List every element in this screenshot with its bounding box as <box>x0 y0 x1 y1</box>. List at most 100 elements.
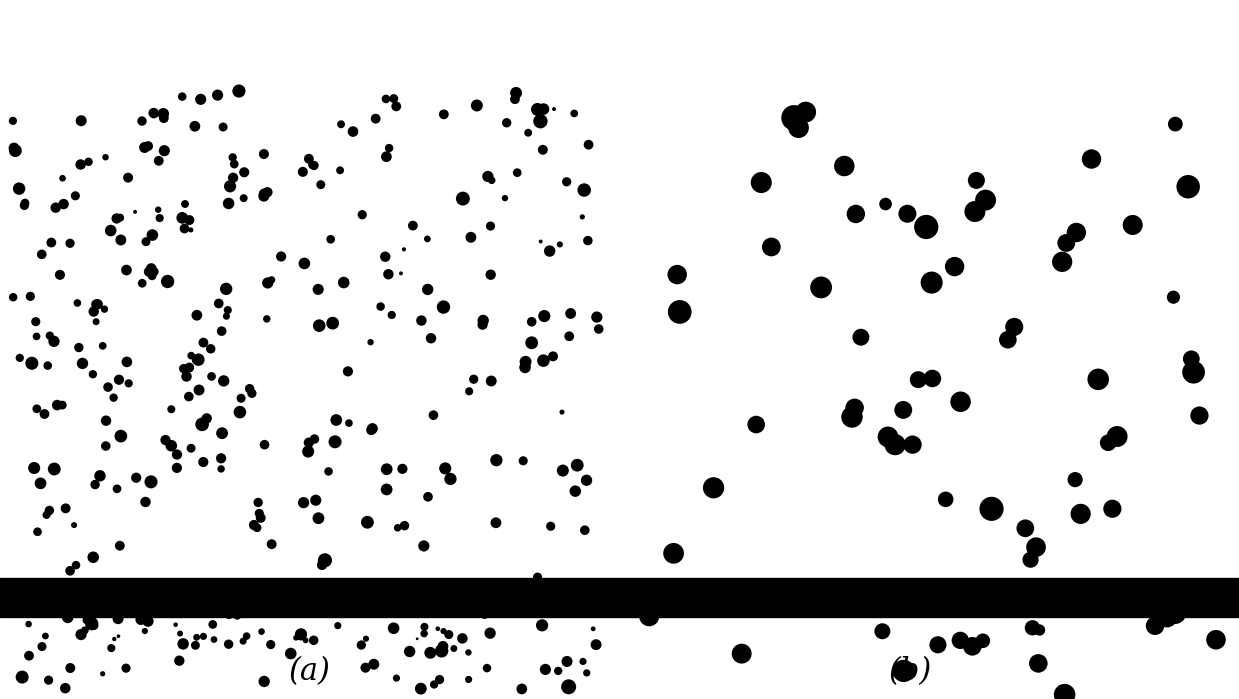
Point <box>548 665 567 677</box>
Point <box>553 407 572 418</box>
Point <box>170 655 190 666</box>
Point <box>154 108 173 120</box>
Point <box>361 337 380 348</box>
Point <box>249 507 269 519</box>
Point <box>1123 219 1142 231</box>
Point <box>1005 322 1025 333</box>
Point <box>1028 658 1048 669</box>
Point <box>384 623 404 634</box>
Point <box>193 337 213 348</box>
Point <box>107 213 126 224</box>
Point <box>512 684 532 695</box>
Point <box>1070 508 1090 519</box>
Point <box>310 320 330 331</box>
Point <box>203 619 223 630</box>
Point <box>431 645 451 656</box>
Point <box>25 463 45 474</box>
Point <box>187 632 207 643</box>
Point <box>299 153 318 164</box>
Point <box>166 619 186 630</box>
Point <box>418 491 437 503</box>
Point <box>37 510 57 521</box>
Point <box>255 439 275 450</box>
Point <box>579 139 598 150</box>
Point <box>460 386 479 397</box>
Point <box>534 355 554 366</box>
Point <box>664 548 684 559</box>
Point <box>32 249 52 260</box>
Point <box>424 410 444 421</box>
Point <box>157 276 177 287</box>
Point <box>364 658 384 670</box>
Point <box>639 611 659 622</box>
Point <box>261 539 281 550</box>
Point <box>58 585 78 596</box>
Point <box>95 152 115 163</box>
Point <box>338 366 358 377</box>
Point <box>12 672 32 683</box>
Point <box>141 263 161 274</box>
Point <box>1189 410 1209 421</box>
Point <box>352 640 372 651</box>
Point <box>434 641 453 652</box>
Point <box>903 439 923 450</box>
Point <box>950 635 970 646</box>
Point <box>247 522 266 533</box>
Point <box>587 312 607 323</box>
Point <box>261 639 281 650</box>
Point <box>377 484 396 495</box>
Point <box>668 269 688 280</box>
Point <box>78 157 98 168</box>
Point <box>328 620 348 631</box>
Point <box>118 172 138 183</box>
Point <box>254 148 274 159</box>
Point <box>1165 607 1184 619</box>
Point <box>358 517 378 528</box>
Point <box>211 453 230 464</box>
Point <box>513 455 533 466</box>
Point <box>22 358 42 369</box>
Point <box>414 628 434 639</box>
Point <box>213 122 233 133</box>
Point <box>133 115 152 127</box>
Point <box>112 234 131 245</box>
Point <box>66 560 85 571</box>
Point <box>789 122 809 134</box>
Point <box>1163 291 1183 303</box>
Point <box>315 555 335 566</box>
Point <box>110 212 130 223</box>
Point <box>38 675 58 686</box>
Point <box>134 576 154 587</box>
Point <box>507 167 527 178</box>
Point <box>150 212 170 224</box>
Point <box>352 209 372 220</box>
Point <box>362 424 382 435</box>
Point <box>326 415 346 426</box>
Point <box>40 505 59 516</box>
Point <box>250 512 270 524</box>
Point <box>461 231 481 243</box>
Point <box>144 266 164 278</box>
Point <box>149 204 169 215</box>
Point <box>71 159 90 170</box>
Point <box>1098 437 1118 448</box>
Point <box>575 525 595 536</box>
Point <box>67 297 87 308</box>
Point <box>577 235 597 246</box>
Point <box>73 358 93 369</box>
Point <box>219 198 239 209</box>
Point <box>256 313 276 324</box>
Point <box>421 333 441 344</box>
Point <box>21 291 41 302</box>
Point <box>116 663 136 674</box>
Text: (b): (b) <box>890 656 932 686</box>
Point <box>45 463 64 475</box>
Point <box>1157 612 1177 624</box>
Point <box>291 629 311 640</box>
Point <box>244 519 264 531</box>
Point <box>908 374 928 385</box>
Point <box>109 630 129 642</box>
Point <box>258 187 278 198</box>
Point <box>105 599 125 610</box>
Point <box>173 363 193 374</box>
